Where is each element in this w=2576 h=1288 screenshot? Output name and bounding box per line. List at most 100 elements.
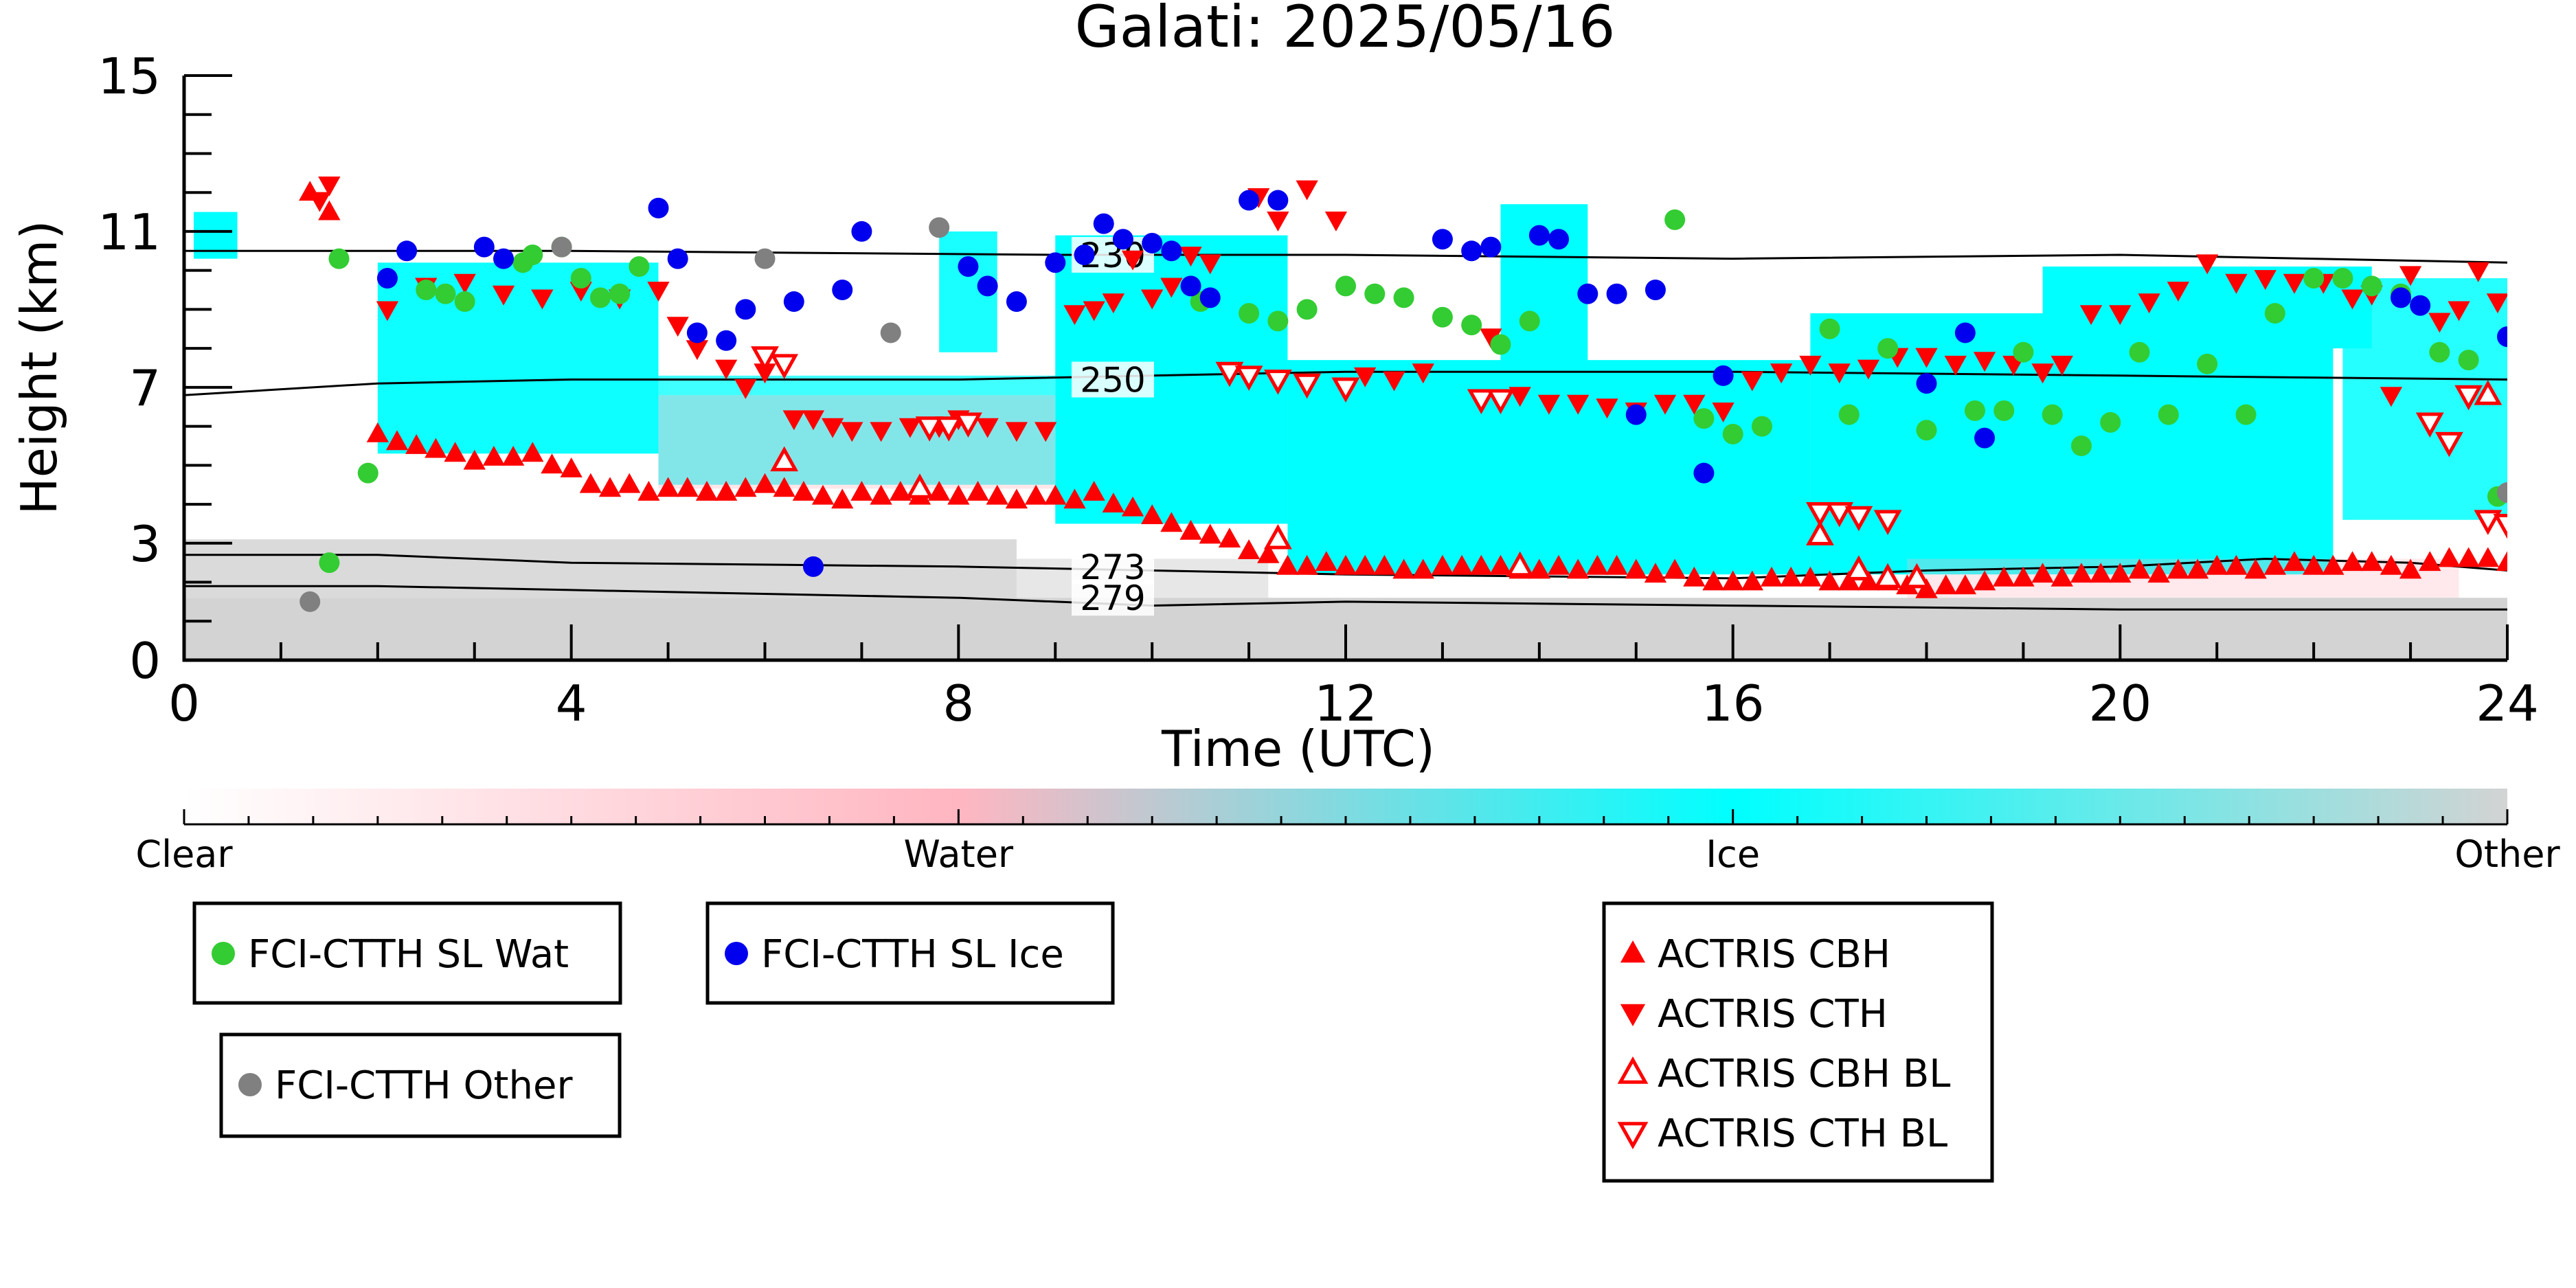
actris-cth-point <box>841 422 863 442</box>
actris-cth-bl-point <box>1263 370 1292 395</box>
fci-ctth-sl-wat-point <box>416 280 437 301</box>
actris-cth-point <box>2428 313 2451 333</box>
legend-fci-wat: FCI-CTTH SL Wat <box>192 901 622 1005</box>
actris-cbh-point <box>1063 488 1086 509</box>
actris-cbh-point <box>1973 570 1996 591</box>
actris-cth-point <box>1102 293 1125 314</box>
fci-ctth-sl-wat-point <box>609 283 631 304</box>
fci-ctth-other-point <box>929 217 950 238</box>
y-tick-label: 15 <box>98 47 161 105</box>
actris-cbh-point <box>2070 563 2093 583</box>
actris-cth-point <box>1915 348 1938 368</box>
fci-ctth-sl-ice-point <box>1693 462 1715 484</box>
fci-ctth-sl-ice-point <box>396 240 418 262</box>
fci-ctth-sl-ice-point <box>2390 287 2411 308</box>
actris-cbh-point <box>1218 528 1241 547</box>
actris-cbh-point <box>889 481 912 501</box>
actris-cbh-point <box>850 481 873 501</box>
actris-cth-point <box>2109 305 2132 326</box>
actris-cth-point <box>822 418 844 438</box>
fci-ctth-other-point <box>880 322 901 343</box>
cloud-mask-area <box>658 395 1056 489</box>
actris-cth-bl-point <box>2493 514 2507 539</box>
actris-cbh-point <box>2031 563 2054 583</box>
actris-cth-point <box>1741 371 1763 392</box>
y-tick-label: 11 <box>98 203 161 261</box>
actris-cbh-point <box>2147 563 2170 583</box>
fci-ctth-sl-ice-point <box>1074 244 1095 265</box>
actris-cth-point <box>2283 273 2306 294</box>
actris-cth-bl-point <box>1467 389 1495 415</box>
colorbar-label: Ice <box>1706 833 1760 876</box>
actris-cbh-point <box>754 473 776 493</box>
actris-cth-point <box>1324 212 1348 231</box>
actris-cth-bl-point <box>2435 431 2463 457</box>
actris-cth-point <box>1653 394 1677 415</box>
fci-ctth-sl-wat-point <box>357 462 379 484</box>
fci-ctth-sl-ice-point <box>1606 283 1627 304</box>
actris-cth-bl-point <box>1487 389 1515 415</box>
actris-cth-point <box>2196 254 2219 275</box>
actris-cbh-point <box>2496 551 2507 572</box>
data-markers <box>299 177 2507 612</box>
actris-cbh-point <box>405 434 428 454</box>
fci-ctth-sl-ice-point <box>1432 229 1453 250</box>
actris-cth-point <box>2225 273 2248 294</box>
legend-frame <box>1602 901 1994 1183</box>
x-tick-label: 0 <box>168 675 200 732</box>
actris-cth-point <box>1063 305 1086 326</box>
actris-cbh-point <box>1237 539 1261 559</box>
fci-ctth-sl-wat-point <box>1432 306 1453 328</box>
fci-ctth-sl-wat-point <box>1664 209 1686 230</box>
actris-cbh-point <box>1160 512 1183 532</box>
actris-cbh-point <box>482 446 506 466</box>
actris-cbh-point <box>792 481 815 501</box>
actris-cbh-point <box>657 477 679 497</box>
fci-ctth-sl-wat-point <box>589 287 611 308</box>
fci-ctth-sl-wat-point <box>2042 404 2063 425</box>
isotherm-line <box>184 249 2507 264</box>
actris-cbh-point <box>1450 554 1473 575</box>
actris-cth-point <box>686 340 708 361</box>
actris-cbh-point <box>318 200 341 221</box>
fci-ctth-sl-wat-point <box>629 256 650 277</box>
actris-cbh-point <box>1605 554 1628 575</box>
fci-ctth-sl-ice-point <box>802 556 824 577</box>
actris-cth-point <box>1267 212 1289 231</box>
actris-cbh-point <box>1915 578 1938 598</box>
fci-ctth-sl-ice-point <box>977 275 998 297</box>
fci-ctth-sl-ice-point <box>716 330 737 351</box>
fci-ctth-sl-wat-point <box>1393 287 1414 308</box>
actris-cbh-point <box>2206 554 2228 575</box>
colorbar-label: Other <box>2454 833 2560 876</box>
actris-cth-bl-point <box>1844 506 1873 532</box>
fci-ctth-sl-ice-point <box>958 256 979 277</box>
actris-cbh-point <box>831 488 854 509</box>
legend-label-fci-ctth-sl-wat: FCI-CTTH SL Wat <box>248 932 569 977</box>
legend-marker-fci-ctth-sl-wat <box>212 942 235 965</box>
actris-cbh-point <box>695 481 719 501</box>
fci-ctth-sl-ice-point <box>1577 283 1598 304</box>
fci-ctth-sl-wat-point <box>1964 400 1985 421</box>
actris-cth-bl-point <box>1825 502 1854 528</box>
actris-cth-point <box>754 363 776 384</box>
actris-cbh-point <box>598 477 622 497</box>
y-tick-label: 3 <box>129 515 161 573</box>
actris-cbh-point <box>1528 558 1550 579</box>
fci-ctth-sl-ice-point <box>1239 190 1260 211</box>
fci-ctth-other-point <box>300 591 321 612</box>
actris-cbh-bl-point <box>1806 520 1834 545</box>
legend-frame <box>192 901 622 1005</box>
actris-cbh-point <box>1296 554 1318 575</box>
isotherm-label-bg <box>1072 580 1154 616</box>
actris-cbh-point <box>2050 566 2073 587</box>
colorbar-label: Clear <box>135 833 233 876</box>
fci-ctth-sl-ice-point <box>1461 240 1482 262</box>
actris-cth-bl-point <box>915 416 944 442</box>
fci-ctth-sl-ice-point <box>1645 280 1666 301</box>
legend-actris: ACTRIS CBH ACTRIS CTH ACTRIS CBH BL ACTRIS … <box>1602 901 1994 1183</box>
actris-cbh-point <box>463 449 486 470</box>
fci-ctth-sl-wat-point <box>1819 318 1840 339</box>
legend-label-actris-cbh: ACTRIS CBH <box>1658 932 1890 977</box>
actris-cbh-point <box>811 484 835 505</box>
